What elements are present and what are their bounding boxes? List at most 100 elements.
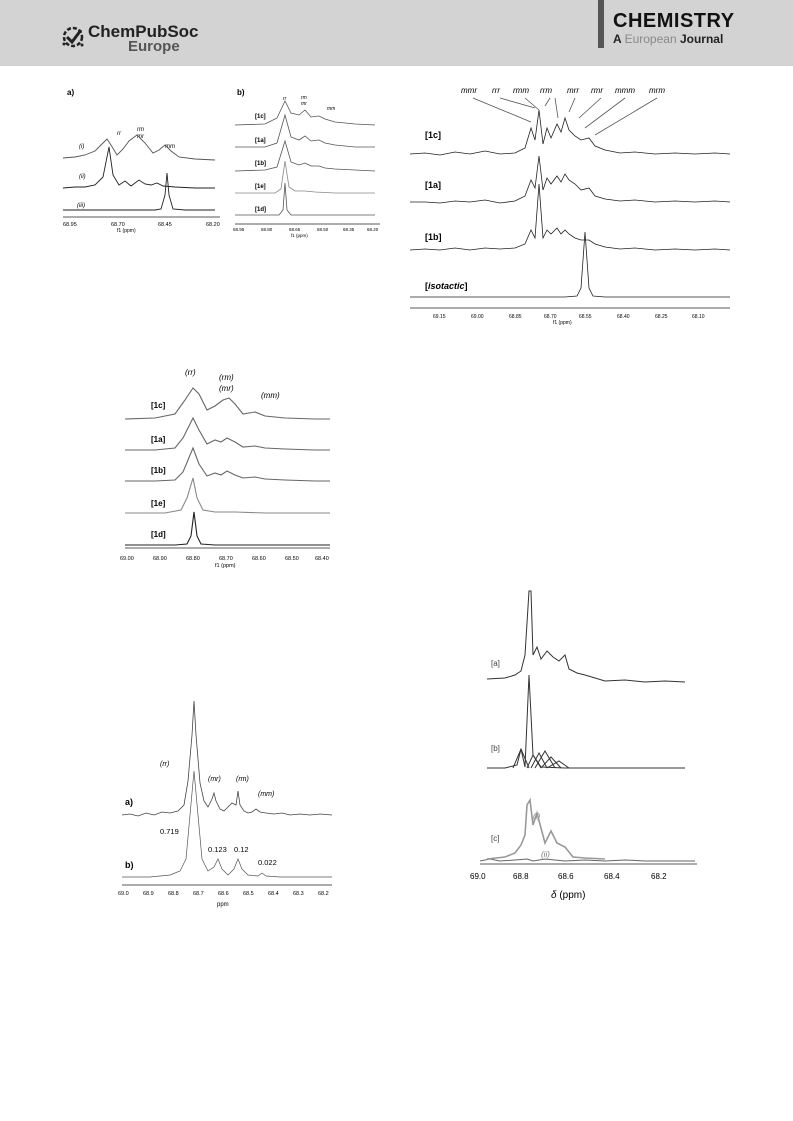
figure-d-trace-label-1: [1c]: [151, 401, 166, 410]
spectrum-e-c-ii: [479, 858, 695, 862]
figure-e-xlabel-symbol: δ: [551, 890, 557, 901]
figure-b-trace-label-1: [1c]: [255, 114, 266, 120]
figure-d-peak-mm: (mm): [261, 391, 280, 400]
figure-b-peak-rm: rm: [301, 95, 307, 101]
isotactic-word: isotactic: [428, 281, 465, 291]
pentad-label-rmr: rmr: [591, 86, 603, 95]
spectrum-f-a-experimental: [121, 700, 333, 817]
figure-f-tick-5: 68.6: [218, 891, 229, 897]
figure-b-tick-1: 68.95: [233, 227, 245, 232]
figure-b-trace-label-4: [1e]: [255, 184, 266, 190]
pentad-label-mrm: mrm: [649, 86, 665, 95]
figure-e-curve-label-i: (i): [533, 812, 540, 821]
figure-e-xlabel-unit: (ppm): [559, 890, 585, 901]
figure-a-peak-mr: mr: [137, 134, 145, 140]
figure-c-tick-5: 68.55: [579, 314, 592, 320]
figure-b-tick-3: 68.65: [289, 227, 301, 232]
spectrum-b-1d: [235, 182, 375, 216]
figure-c-tick-1: 69.15: [433, 314, 446, 320]
figure-d-tick-7: 68.40: [315, 556, 329, 562]
figure-a-xlabel: f1 (ppm): [117, 228, 136, 234]
figure-b-tick-2: 68.80: [261, 227, 273, 232]
isotactic-close: ]: [465, 281, 468, 291]
figure-f-tick-2: 68.9: [143, 891, 154, 897]
figure-c-tick-6: 68.40: [617, 314, 630, 320]
figure-c-trace-label-3: [1b]: [425, 232, 442, 242]
figure-c-tick-2: 69.00: [471, 314, 484, 320]
spectrum-e-c-i: [486, 797, 606, 860]
figure-d-peak-rm: (rm): [219, 373, 234, 382]
spectrum-a-ii: [62, 146, 215, 189]
figure-b-peak-rr: rr: [283, 96, 287, 102]
figure-c-tick-7: 68.25: [655, 314, 668, 320]
figure-a-tick-4: 68.20: [206, 222, 220, 228]
figure-e-tick-3: 68.6: [558, 872, 574, 881]
spectrum-c-1b: [409, 183, 731, 251]
spectrum-e-a: [486, 590, 686, 683]
figure-c-tick-4: 68.70: [544, 314, 557, 320]
figure-d-trace-label-5: [1d]: [151, 530, 166, 539]
figure-f-xlabel: ppm: [217, 902, 229, 908]
pentad-leader-lines: [472, 97, 658, 136]
figure-c-xlabel: f1 (ppm): [553, 320, 572, 326]
figure-f-peak-rr: (rr): [160, 761, 169, 768]
figure-d-tick-4: 68.70: [219, 556, 233, 562]
figure-e-tick-5: 68.2: [651, 872, 667, 881]
figure-b-tick-4: 68.50: [317, 227, 329, 232]
figure-c-trace-label-1: [1c]: [425, 130, 441, 140]
page-header: ChemPubSoc Europe CHEMISTRY A European J…: [0, 0, 793, 66]
journal-tab: [598, 0, 604, 48]
figure-f-tick-7: 68.4: [268, 891, 279, 897]
figure-f-tick-8: 68.3: [293, 891, 304, 897]
figure-f-tick-4: 68.7: [193, 891, 204, 897]
figure-e-trace-label-a: [a]: [491, 659, 500, 668]
figure-b-peak-mm: mm: [327, 106, 335, 112]
spectrum-b-1b: [234, 139, 376, 172]
figure-e: [a] [b] [c] (i) (ii) 69.0 68.8 68.6 68.4…: [470, 590, 697, 901]
figure-d-tick-1: 69.00: [120, 556, 134, 562]
figure-e-trace-label-b: [b]: [491, 744, 500, 753]
spectrum-e-b: [487, 674, 685, 769]
figure-d-tick-2: 68.90: [153, 556, 167, 562]
figure-d-trace-label-3: [1b]: [151, 466, 166, 475]
figure-b-tick-5: 68.35: [343, 227, 355, 232]
figure-b-xlabel: f1 (ppm): [291, 233, 308, 238]
spectrum-c-isotactic: [410, 231, 730, 298]
figure-d-tick-6: 68.50: [285, 556, 299, 562]
figure-d-peak-mr: (mr): [219, 384, 234, 393]
figure-a-trace-label-3: (iii): [77, 203, 85, 209]
figure-e-trace-label-c: [c]: [491, 834, 499, 843]
figure-b: b) rr rm mr mm [1c] [1a] [1b] [1e] [1d] …: [233, 88, 380, 238]
journal-a: A: [613, 32, 622, 46]
journal-journal: Journal: [679, 32, 724, 46]
pentad-label-rmm: rmm: [513, 86, 529, 95]
spectrum-b-1a: [235, 113, 375, 148]
spectrum-d-1d: [125, 511, 330, 546]
figure-f-tick-9: 68.2: [318, 891, 329, 897]
figure-f-peak-rm: (rm): [236, 776, 249, 783]
figure-f-tick-1: 69.0: [118, 891, 129, 897]
figure-a-peak-rr: rr: [117, 131, 122, 137]
spectrum-c-1c: [409, 109, 731, 156]
journal-subtitle: A European Journal: [613, 32, 723, 46]
spectrum-d-1a: [125, 416, 330, 451]
figure-e-tick-2: 68.8: [513, 872, 529, 881]
figure-f-tick-3: 68.8: [168, 891, 179, 897]
figure-f-area-mm: 0.022: [258, 858, 277, 867]
figure-b-trace-label-3: [1b]: [255, 161, 266, 167]
figure-b-peak-mr: mr: [301, 101, 307, 107]
figure-e-tick-1: 69.0: [470, 872, 486, 881]
figure-a-tick-1: 68.95: [63, 222, 77, 228]
figure-c-isotactic-label: [isotactic]: [425, 281, 468, 291]
figure-d-tick-5: 68.60: [252, 556, 266, 562]
figure-e-xlabel: δ (ppm): [551, 890, 585, 901]
figure-f-area-rm: 0.12: [234, 845, 249, 854]
logo-line2: Europe: [128, 38, 180, 55]
figure-a: a) (i) (ii) (iii) rr rm mr mm 68.95 68.7…: [62, 88, 220, 234]
figure-f-peak-mr: (mr): [208, 776, 221, 783]
spectrum-a-i: [62, 134, 216, 161]
pentad-label-rrr: rrr: [492, 86, 500, 95]
journal-european: European: [624, 32, 677, 46]
spectrum-b-1c: [234, 100, 376, 126]
spectrum-d-1b: [125, 446, 330, 482]
